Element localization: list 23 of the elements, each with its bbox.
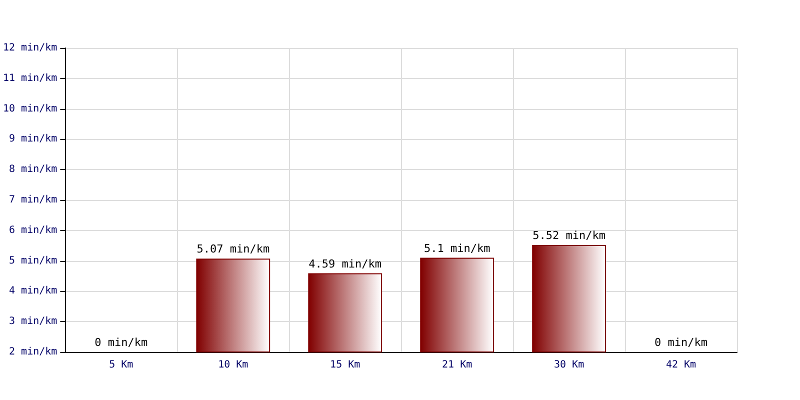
y-tick-label: 8 min/km — [9, 164, 58, 176]
x-tick-label: 10 Km — [218, 360, 248, 370]
y-tick-label: 11 min/km — [2, 72, 58, 84]
data-label: 4.59 min/km — [308, 257, 382, 270]
y-tick-label: 3 min/km — [9, 316, 58, 328]
text: 0 min/km — [94, 336, 148, 349]
data-label: 5.07 min/km — [196, 242, 270, 256]
x-tick-label: 15 Km — [330, 360, 360, 370]
x-tick-label: 30 Km — [554, 360, 584, 370]
data-label: 5.52 min/km — [532, 228, 606, 242]
y-tick-label: 7 min/km — [9, 194, 58, 206]
x-tick-label: 5 Km — [109, 360, 134, 370]
y-tick-label: 12 min/km — [2, 42, 58, 54]
y-tick-label: 6 min/km — [9, 224, 58, 236]
y-tick-label: 5 min/km — [9, 255, 58, 266]
text: 0 min/km — [654, 336, 708, 349]
y-tick-label: 10 min/km — [2, 103, 58, 114]
y-tick-label: 4 min/km — [9, 286, 58, 297]
x-tick-label: 42 Km — [666, 360, 696, 370]
y-tick-label: 2 min/km — [9, 346, 58, 358]
x-tick-label: 21 Km — [442, 360, 472, 370]
data-label: 5.1 min/km — [424, 242, 491, 255]
y-tick-label: 9 min/km — [9, 134, 58, 145]
